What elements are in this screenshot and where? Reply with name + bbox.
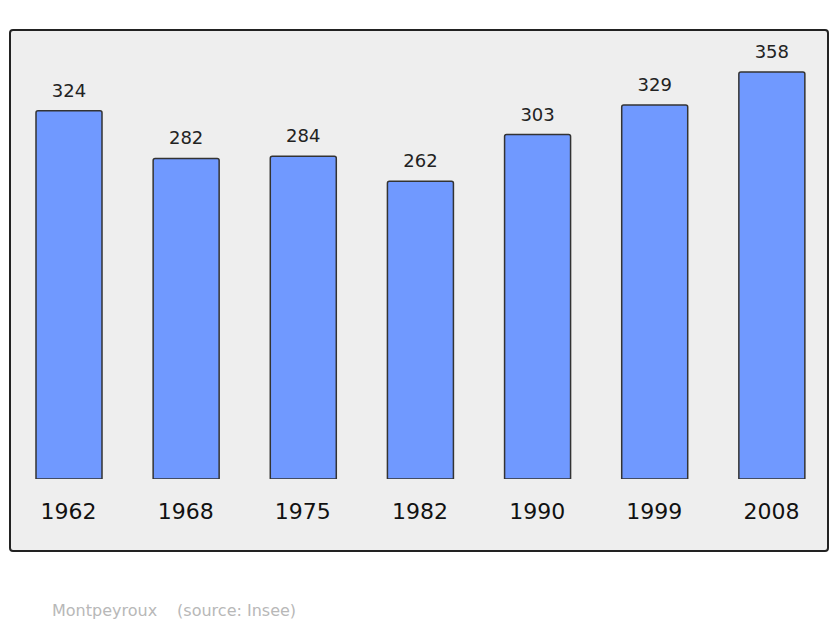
svg-text:1982: 1982 [392,499,448,524]
svg-text:1968: 1968 [158,499,214,524]
html-text:(source: Insee): (source: Insee) [177,601,297,620]
svg-text:1999: 1999 [626,499,682,524]
svg-text:1975: 1975 [275,499,331,524]
svg-text:2008: 2008 [743,499,799,524]
html-text:Montpeyroux: Montpeyroux [52,601,158,620]
svg-text:1962: 1962 [41,499,97,524]
svg-text:303: 303 [520,104,554,125]
svg-text:1990: 1990 [509,499,565,524]
svg-text:358: 358 [755,41,789,62]
svg-text:284: 284 [286,125,320,146]
svg-text:282: 282 [169,127,203,148]
svg-text:324: 324 [52,80,86,101]
svg-text:262: 262 [403,150,437,171]
svg-text:329: 329 [638,74,672,95]
